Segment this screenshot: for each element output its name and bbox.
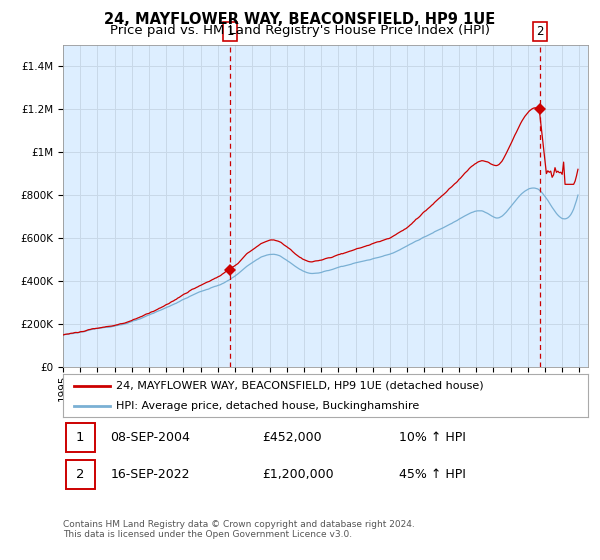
- Text: Price paid vs. HM Land Registry's House Price Index (HPI): Price paid vs. HM Land Registry's House …: [110, 24, 490, 37]
- Text: 16-SEP-2022: 16-SEP-2022: [110, 468, 190, 481]
- Text: £452,000: £452,000: [263, 431, 322, 444]
- Text: 45% ↑ HPI: 45% ↑ HPI: [399, 468, 466, 481]
- Text: 24, MAYFLOWER WAY, BEACONSFIELD, HP9 1UE: 24, MAYFLOWER WAY, BEACONSFIELD, HP9 1UE: [104, 12, 496, 27]
- Text: 2: 2: [76, 468, 85, 481]
- Text: 2: 2: [536, 25, 544, 39]
- Text: Contains HM Land Registry data © Crown copyright and database right 2024.
This d: Contains HM Land Registry data © Crown c…: [63, 520, 415, 539]
- Text: 10% ↑ HPI: 10% ↑ HPI: [399, 431, 466, 444]
- FancyBboxPatch shape: [65, 460, 95, 489]
- Text: £1,200,000: £1,200,000: [263, 468, 334, 481]
- Text: HPI: Average price, detached house, Buckinghamshire: HPI: Average price, detached house, Buck…: [115, 402, 419, 411]
- Text: 1: 1: [226, 25, 234, 39]
- FancyBboxPatch shape: [65, 423, 95, 452]
- Text: 1: 1: [76, 431, 85, 444]
- Text: 08-SEP-2004: 08-SEP-2004: [110, 431, 190, 444]
- Text: 24, MAYFLOWER WAY, BEACONSFIELD, HP9 1UE (detached house): 24, MAYFLOWER WAY, BEACONSFIELD, HP9 1UE…: [115, 381, 483, 391]
